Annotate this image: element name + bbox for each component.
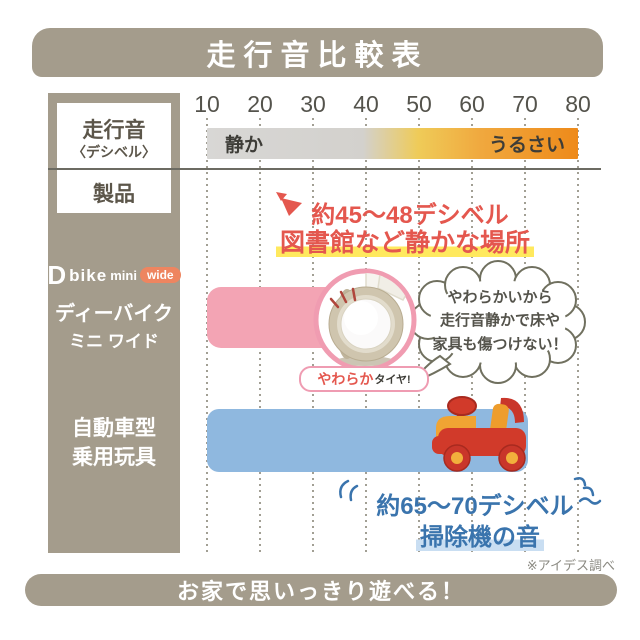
soft-tire-label: やわらか タイヤ! [299,366,429,392]
cartoy-name-line2: 乗用玩具 [72,446,156,469]
axis-tick-10: 10 [194,91,220,117]
title-banner: 走行音比較表 [32,28,603,77]
sound-row-label: 走行音 [82,119,146,142]
sound-unit-label: 〈デシベル〉 [72,144,156,160]
footer-banner: お家で思いっきり遊べる！ [25,574,617,606]
dbike-logo-d-icon: D [47,260,67,290]
squiggle-right-icon [573,477,602,505]
cartoy-callout-line2: 掃除機の音 [380,517,580,552]
emphasis-marks-icon [329,287,357,309]
axis-tick-20: 20 [247,91,273,117]
dbike-logo: D bike mini wide [47,260,181,290]
ride-on-car-icon [432,396,526,472]
cartoy-name-line1: 自動車型 [72,417,156,440]
red-arrow-icon [276,192,302,216]
source-note: ※アイデス調べ [526,558,615,573]
dbike-callout-line1: 約45〜48デシベル [311,202,509,229]
soft-tire-label-accent: やわらか [317,371,374,387]
speech-bubble-icon [410,260,586,385]
axis-tick-60: 60 [459,91,485,117]
axis-tick-80: 80 [565,91,591,117]
loudness-gradient-bar: 静か うるさい [207,128,578,159]
soft-tire-label-rest: タイヤ! [374,374,411,386]
dbike-logo-bike: bike [69,265,108,285]
soft-tire-wheel-icon [313,268,417,372]
page-title: 走行音比較表 [206,39,429,72]
bubble-line1: やわらかいから [447,289,553,306]
squiggle-left-icon [339,479,359,502]
dbike-name-line1: ディーバイク [55,303,173,325]
dbike-logo-wide-badge: wide [139,267,181,283]
legend-header-box [57,103,171,213]
dbike-callout-line2: 図書館など静かな場所 [255,223,555,259]
axis-tick-70: 70 [512,91,538,117]
loud-label: うるさい [488,135,565,156]
cartoy-callout-line2-highlight: 掃除機の音 [416,524,544,551]
dbike-name-line2: ミニ ワイド [69,332,159,351]
axis-tick-30: 30 [300,91,326,117]
row-separator-line [48,168,601,170]
footer-title: お家で思いっきり遊べる！ [176,579,465,604]
bubble-line3: 家具も傷つけない！ [432,335,568,353]
dbike-callout-line2-highlight: 図書館など静かな場所 [275,229,534,257]
dbike-logo-mini: mini [110,267,137,283]
cartoy-callout-line1: 約65〜70デシベル [376,493,574,520]
axis-tick-40: 40 [353,91,379,117]
quiet-label: 静か [225,135,264,156]
product-row-label: 製品 [93,183,135,206]
speech-bubble-text: やわらかいから 走行音静かで床や 家具も傷つけない！ [424,286,576,356]
bubble-line2: 走行音静かで床や [439,312,560,330]
axis-tick-50: 50 [406,91,432,117]
